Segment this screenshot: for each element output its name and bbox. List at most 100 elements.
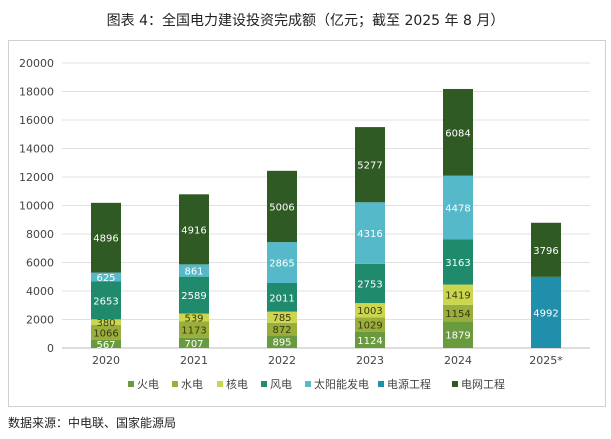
data-label: 4916 xyxy=(181,225,206,236)
bar-segment xyxy=(531,276,561,348)
legend-label: 太阳能发电 xyxy=(314,377,369,391)
bar-segment xyxy=(443,304,473,322)
data-label: 2653 xyxy=(93,296,118,307)
data-label: 3163 xyxy=(445,258,470,269)
legend-swatch xyxy=(172,381,178,387)
data-label: 4896 xyxy=(93,234,118,245)
bar-segment xyxy=(179,337,209,348)
source-note: 数据来源：中电联、国家能源局 xyxy=(8,416,177,430)
legend-swatch xyxy=(261,381,267,387)
bar-segment xyxy=(443,175,473,240)
y-tick-label: 6000 xyxy=(26,257,54,270)
bar-segment xyxy=(355,127,385,203)
data-label: 1029 xyxy=(357,321,382,332)
legend-label: 水电 xyxy=(181,378,203,391)
bar-segment xyxy=(355,317,385,332)
bar-segment xyxy=(179,194,209,265)
bar-segment xyxy=(179,276,209,314)
bar-segment xyxy=(179,321,209,338)
bar-segment xyxy=(355,303,385,318)
data-label: 567 xyxy=(96,340,115,351)
data-label: 1879 xyxy=(445,331,470,342)
y-tick-label: 14000 xyxy=(19,143,54,156)
bar-segment xyxy=(91,202,121,273)
data-label: 2011 xyxy=(269,293,294,304)
data-label: 1066 xyxy=(93,328,118,339)
bar-segment xyxy=(443,284,473,305)
data-label: 2865 xyxy=(269,259,294,270)
data-label: 5277 xyxy=(357,161,382,172)
data-label: 1154 xyxy=(445,309,470,320)
legend-swatch xyxy=(128,381,134,387)
bar-segment xyxy=(91,324,121,340)
bar-segment xyxy=(443,321,473,348)
data-label: 6084 xyxy=(445,128,470,139)
legend-label: 风电 xyxy=(270,378,292,391)
data-label: 895 xyxy=(272,338,291,349)
y-tick-label: 12000 xyxy=(19,171,54,184)
bar-segment xyxy=(267,282,297,312)
data-label: 872 xyxy=(272,325,291,336)
legend-swatch xyxy=(378,381,384,387)
data-label: 625 xyxy=(96,273,115,284)
data-label: 861 xyxy=(184,267,203,278)
bar-segment xyxy=(531,222,561,277)
data-label: 539 xyxy=(184,313,203,324)
bar-segment xyxy=(267,322,297,336)
data-label: 1124 xyxy=(357,336,382,347)
legend-label: 核电 xyxy=(226,377,248,391)
bar-segment xyxy=(91,272,121,282)
bar-segment xyxy=(443,88,473,176)
legend-label: 电源工程 xyxy=(387,377,431,391)
chart-title: 图表 4：全国电力建设投资完成额（亿元；截至 2025 年 8 月） xyxy=(106,13,505,29)
data-label: 1173 xyxy=(181,326,206,337)
bar-segment xyxy=(267,311,297,323)
data-label: 5006 xyxy=(269,202,294,213)
y-tick-label: 20000 xyxy=(19,57,54,70)
y-tick-label: 4000 xyxy=(26,285,54,298)
y-tick-label: 10000 xyxy=(19,200,54,213)
legend-swatch xyxy=(217,381,223,387)
bar-segment xyxy=(179,264,209,277)
data-label: 1003 xyxy=(357,306,382,317)
data-label: 707 xyxy=(184,339,203,350)
y-tick-label: 2000 xyxy=(26,314,54,327)
x-tick-label: 2025* xyxy=(529,354,563,367)
bar-segment xyxy=(267,170,297,243)
chart-frame xyxy=(8,40,606,407)
data-label: 4992 xyxy=(533,308,558,319)
x-tick-label: 2021 xyxy=(180,354,208,367)
bar-segment xyxy=(91,319,121,325)
bar-segment xyxy=(91,281,121,320)
x-tick-label: 2022 xyxy=(268,354,296,367)
legend-swatch xyxy=(305,381,311,387)
data-label: 4478 xyxy=(445,204,470,215)
bar-segment xyxy=(91,339,121,348)
data-label: 380 xyxy=(96,318,115,329)
legend-swatch xyxy=(452,381,458,387)
y-tick-label: 0 xyxy=(47,342,54,355)
legend-label: 火电 xyxy=(137,378,159,391)
y-tick-label: 8000 xyxy=(26,228,54,241)
bar-segment xyxy=(179,313,209,322)
data-label: 785 xyxy=(272,313,291,324)
data-label: 1419 xyxy=(445,291,470,302)
data-label: 4316 xyxy=(357,229,382,240)
bar-segment xyxy=(355,263,385,304)
bar-segment xyxy=(443,239,473,285)
y-tick-label: 16000 xyxy=(19,114,54,127)
data-label: 2753 xyxy=(357,279,382,290)
legend-label: 电网工程 xyxy=(461,378,505,391)
bar-segment xyxy=(355,202,385,264)
y-tick-label: 18000 xyxy=(19,86,54,99)
bar-segment xyxy=(355,331,385,348)
data-label: 2589 xyxy=(181,291,206,302)
bar-segment xyxy=(267,335,297,348)
x-tick-label: 2020 xyxy=(92,354,120,367)
x-tick-label: 2023 xyxy=(356,354,384,367)
x-tick-label: 2024 xyxy=(444,354,472,367)
bar-segment xyxy=(267,242,297,283)
data-label: 3796 xyxy=(533,246,558,257)
